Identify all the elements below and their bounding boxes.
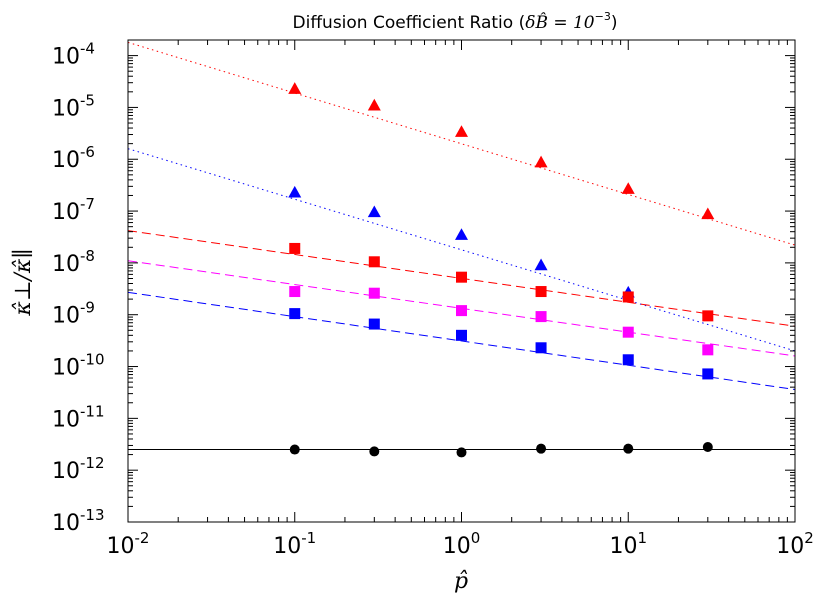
- black-circles-point-1: [289, 444, 300, 455]
- x-tick-label: 102: [776, 529, 814, 559]
- y-tick-label: 10-10: [52, 351, 105, 381]
- red-squares-point-3: [456, 271, 467, 283]
- blue-squares-point-3: [456, 329, 467, 341]
- y-tick-label-exponent: -7: [80, 195, 95, 213]
- black-circles-point-6: [702, 442, 713, 453]
- y-tick-label-exponent: -12: [80, 454, 105, 472]
- y-tick-label-exponent: -8: [80, 247, 95, 265]
- blue-dotted-fit: [127, 148, 796, 352]
- magenta-squares-point-6: [702, 344, 714, 356]
- y-tick-label-base: 10: [52, 252, 80, 277]
- y-tick-label-base: 10: [52, 459, 80, 484]
- x-tick-label: 101: [609, 529, 647, 559]
- chart-title-math: δB̂ = 10: [525, 13, 595, 33]
- y-tick-label-exponent: -13: [80, 506, 105, 524]
- x-tick-label: 10-1: [273, 529, 316, 559]
- magenta-squares-point-3: [456, 305, 467, 317]
- red-squares-point-4: [535, 286, 547, 298]
- red-dotted-fit: [127, 41, 796, 246]
- blue-squares-point-1: [289, 308, 301, 320]
- x-tick-label-base: 10: [776, 534, 804, 559]
- red-squares-point-1: [289, 242, 301, 254]
- red-triangles-point-1: [288, 82, 302, 94]
- x-tick-label: 100: [443, 529, 481, 559]
- red-triangles-point-4: [534, 155, 548, 168]
- red-triangles-point-6: [701, 207, 715, 220]
- plot-frame: [127, 39, 796, 523]
- x-tick-label-base: 10: [107, 534, 135, 559]
- magenta-squares-point-4: [535, 311, 547, 323]
- fit-lines: [127, 41, 796, 451]
- black-circles-point-3: [456, 447, 467, 458]
- y-tick-label-exponent: -9: [80, 299, 95, 317]
- blue-squares-point-4: [535, 342, 547, 354]
- magenta-squares-point-2: [368, 287, 380, 299]
- y-tick-label: 10-6: [52, 143, 95, 173]
- blue-squares-point-6: [702, 368, 714, 380]
- y-tick-label: 10-8: [52, 247, 95, 277]
- y-tick-label-exponent: -11: [80, 402, 105, 420]
- y-tick-label-exponent: -10: [80, 351, 105, 369]
- chart-title: Diffusion Coefficient Ratio (δB̂ = 10−3): [293, 10, 618, 33]
- x-tick-label-base: 10: [273, 534, 301, 559]
- red-triangles-point-3: [455, 125, 468, 137]
- y-tick-label: 10-13: [52, 506, 105, 536]
- x-tick-label-exponent: -1: [301, 529, 316, 547]
- blue-dashed-fit: [127, 291, 796, 391]
- data-markers: [288, 82, 715, 458]
- x-tick-label-exponent: -2: [135, 529, 150, 547]
- x-tick-label: 10-2: [107, 529, 150, 559]
- y-tick-label-exponent: -4: [80, 40, 95, 58]
- x-tick-label-exponent: 2: [804, 529, 814, 547]
- y-tick-label: 10-5: [52, 91, 95, 121]
- x-tick-label-base: 10: [609, 534, 637, 559]
- blue-triangles-point-4: [534, 258, 548, 271]
- blue-squares-point-2: [368, 318, 380, 330]
- y-tick-label: 10-9: [52, 299, 95, 329]
- red-squares-point-2: [368, 256, 380, 268]
- y-tick-label-base: 10: [52, 407, 80, 432]
- axis-ticks: 10-2 10-1 100 101 10210-1310-1210-1110-1010-…: [52, 39, 814, 559]
- blue-triangles-point-2: [367, 205, 381, 218]
- x-tick-label-exponent: 0: [471, 529, 481, 547]
- black-circles-point-5: [623, 443, 634, 454]
- y-tick-label: 10-11: [52, 402, 105, 432]
- red-squares-point-5: [622, 291, 634, 303]
- y-tick-label: 10-12: [52, 454, 105, 484]
- chart-title-suffix: ): [611, 13, 618, 33]
- magenta-squares-point-1: [289, 286, 301, 298]
- red-triangles-point-2: [367, 98, 381, 111]
- x-axis-label: p̂: [454, 569, 468, 594]
- magenta-squares-point-5: [622, 326, 634, 338]
- y-tick-label-exponent: -5: [80, 91, 95, 109]
- red-squares-point-6: [702, 310, 714, 322]
- y-tick-label-exponent: -6: [80, 143, 95, 161]
- black-circles-point-4: [536, 443, 547, 454]
- y-tick-label: 10-7: [52, 195, 95, 225]
- chart-title-prefix: Diffusion Coefficient Ratio (: [293, 13, 526, 33]
- red-triangles-point-5: [621, 182, 635, 194]
- y-tick-label-base: 10: [52, 96, 80, 121]
- blue-squares-point-5: [622, 354, 634, 366]
- y-tick-label-base: 10: [52, 356, 80, 381]
- blue-triangles-point-1: [288, 185, 302, 198]
- y-tick-label-base: 10: [52, 45, 80, 70]
- blue-triangles-point-3: [455, 228, 468, 240]
- y-tick-label-base: 10: [52, 511, 80, 536]
- chart-title-exponent: −3: [595, 10, 611, 23]
- x-tick-label-base: 10: [443, 534, 471, 559]
- y-axis-label: κ̂⊥/κ̂∥: [11, 248, 36, 316]
- y-tick-label-base: 10: [52, 200, 80, 225]
- y-tick-label-base: 10: [52, 304, 80, 329]
- y-tick-label-base: 10: [52, 148, 80, 173]
- y-tick-label: 10-4: [52, 40, 95, 70]
- black-circles-point-2: [369, 446, 380, 457]
- x-tick-label-exponent: 1: [637, 529, 647, 547]
